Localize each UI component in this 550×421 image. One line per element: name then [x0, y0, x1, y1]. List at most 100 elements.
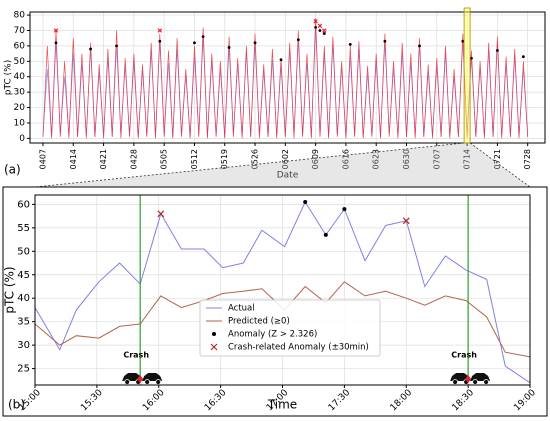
anomaly-point	[495, 49, 499, 52]
x-tick-label: 15:30	[79, 388, 105, 414]
x-tick-label: 17:30	[327, 388, 353, 414]
anomaly-point	[89, 47, 92, 51]
y-tick-label: 40	[14, 72, 26, 82]
anomaly-point	[54, 41, 58, 45]
anomaly-point	[521, 55, 525, 59]
x-tick-label: 18:30	[451, 388, 477, 414]
panel-label: (b)	[8, 398, 25, 412]
anomaly-point	[279, 58, 283, 62]
y-tick-label: 60	[14, 41, 26, 51]
x-tick-label: 0728	[523, 149, 532, 169]
series-line	[42, 18, 529, 139]
anomaly-point	[227, 46, 231, 49]
y-tick-label: 20	[14, 103, 26, 113]
y-tick-label: 25	[17, 364, 30, 375]
legend-box	[199, 299, 381, 357]
legend-swatch	[212, 332, 216, 336]
y-tick-label: 80	[14, 11, 26, 21]
crash-icon	[122, 373, 163, 385]
plot-frame	[29, 11, 546, 144]
y-tick-label: 10	[14, 118, 26, 128]
crash-label: Crash	[451, 351, 477, 360]
legend-label: Anomaly (Z > 2.326)	[228, 330, 317, 340]
x-tick-label: 0414	[69, 149, 78, 169]
anomaly-point	[322, 32, 326, 35]
wheel	[472, 379, 479, 385]
impact	[465, 375, 472, 383]
wheel	[452, 379, 459, 385]
panel-label: (a)	[4, 163, 21, 177]
anomaly-point	[253, 41, 257, 45]
wheel	[155, 379, 162, 385]
wheel	[483, 379, 490, 385]
x-tick-label: 16:00	[141, 388, 167, 414]
anomaly-point	[201, 35, 205, 39]
y-tick-label: 0	[19, 134, 25, 144]
y-tick-label: 60	[17, 199, 30, 210]
y-tick-label: 50	[17, 246, 30, 257]
plot-frame	[34, 194, 531, 386]
wheel	[124, 379, 131, 385]
x-tick-label: 0616	[341, 149, 350, 169]
anomaly-point	[296, 38, 300, 42]
x-tick-label: 0623	[372, 149, 381, 169]
anomaly-point	[323, 232, 328, 237]
anomaly-point	[383, 39, 387, 43]
x-tick-label: 0421	[99, 149, 108, 169]
panel-b-frame	[2, 186, 548, 417]
y-tick-label: 45	[17, 270, 30, 281]
anomaly-point	[158, 39, 162, 43]
zoom-connector	[35, 143, 530, 187]
wheel	[144, 379, 151, 385]
y-tick-label: 40	[17, 293, 30, 304]
crash-anomaly-point	[157, 210, 165, 218]
anomaly-point	[470, 56, 473, 60]
x-axis-label: Time	[267, 398, 297, 412]
y-axis-label: pTC (%)	[4, 60, 14, 95]
anomaly-point	[342, 207, 347, 212]
anomaly-point	[193, 41, 196, 45]
anomaly-point	[461, 39, 465, 43]
anomaly-point	[303, 200, 308, 205]
x-tick-label: 18:00	[389, 388, 415, 414]
x-axis-label: Date	[277, 171, 299, 181]
legend-label: Actual	[228, 304, 255, 314]
x-tick-label: 0526	[251, 149, 260, 169]
crash-anomaly-point	[402, 217, 410, 225]
crash-label: Crash	[123, 351, 149, 360]
anomaly-point	[314, 26, 318, 29]
x-tick-label: 0707	[432, 149, 441, 169]
x-tick-label: 0630	[402, 149, 411, 169]
x-tick-label: 0609	[311, 149, 320, 169]
car	[142, 373, 163, 381]
legend-label: Crash-related Anomaly (±30min)	[228, 343, 369, 353]
crash-anomaly-point	[322, 28, 327, 33]
legend-swatch	[210, 343, 218, 351]
y-axis-label: pTC (%)	[3, 266, 17, 313]
x-tick-label: 0714	[463, 149, 472, 169]
series-line	[34, 200, 531, 384]
anomaly-point	[318, 29, 322, 32]
impact	[137, 375, 144, 383]
x-tick-label: 0602	[281, 149, 290, 169]
anomaly-point	[348, 42, 352, 46]
crash-icon	[450, 373, 491, 385]
x-tick-label: 0519	[220, 149, 229, 169]
zoom-connector-edge	[34, 142, 531, 188]
anomaly-point	[115, 44, 118, 48]
legend-label: Predicted (≥0)	[228, 317, 290, 327]
y-tick-label: 55	[17, 223, 30, 234]
crash-anomaly-point	[313, 19, 318, 24]
anomaly-point	[418, 44, 421, 48]
crash-anomaly-point	[317, 23, 323, 29]
crash-anomaly-point	[157, 28, 163, 33]
y-tick-label: 30	[14, 88, 26, 98]
x-tick-label: 0505	[160, 149, 169, 169]
y-tick-label: 30	[17, 340, 30, 351]
car	[470, 373, 491, 381]
zoom-highlight	[463, 7, 471, 144]
x-tick-label: 19:00	[512, 388, 538, 414]
x-tick-label: 0407	[38, 149, 47, 169]
y-tick-label: 50	[14, 57, 26, 67]
